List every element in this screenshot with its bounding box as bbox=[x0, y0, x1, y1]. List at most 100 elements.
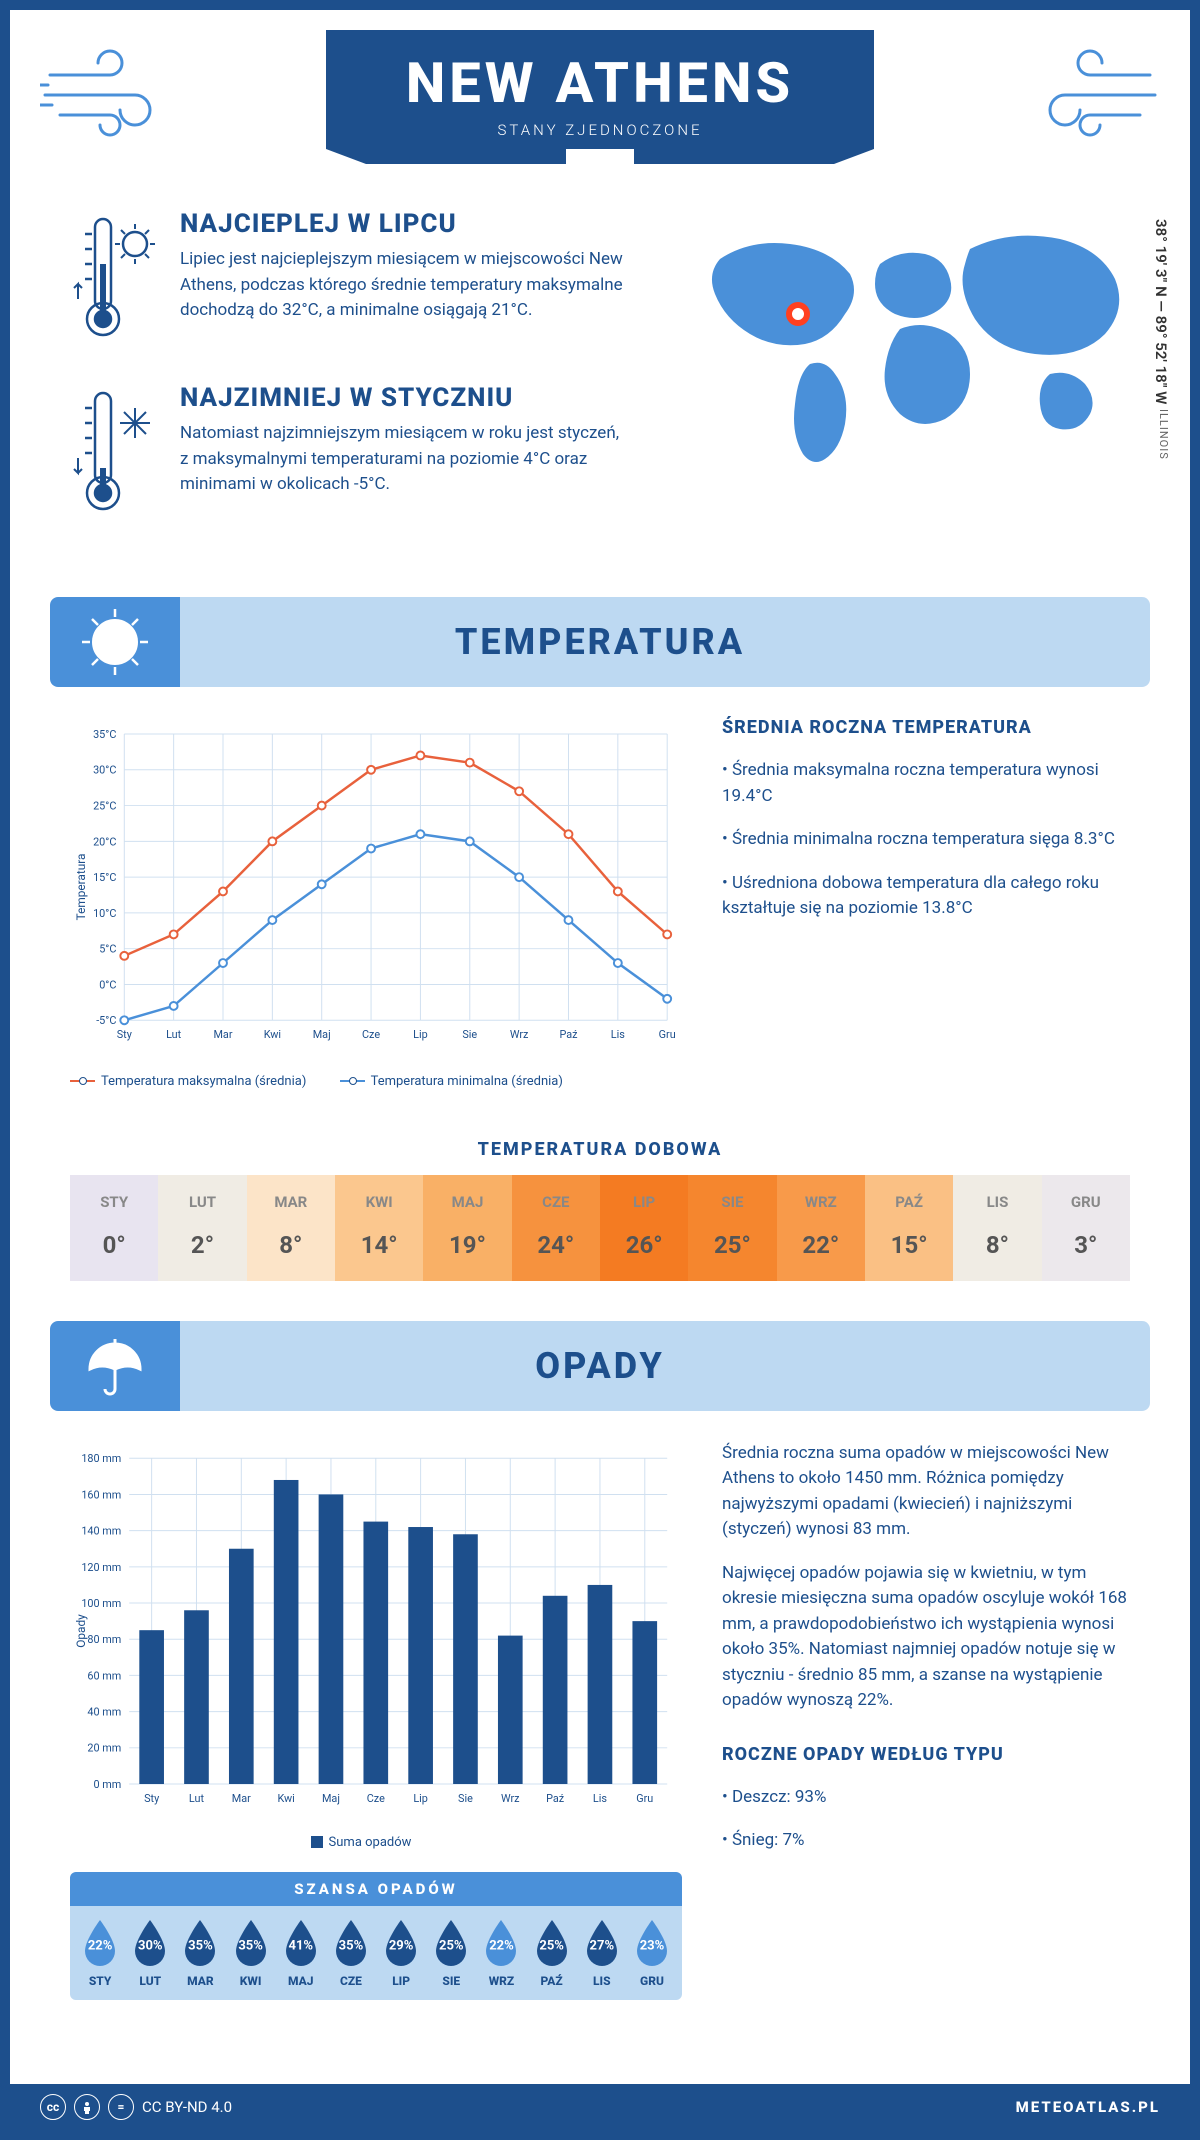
legend-label: Temperatura minimalna (średnia) bbox=[371, 1074, 563, 1089]
daily-month: MAJ bbox=[423, 1185, 511, 1219]
svg-text:Lut: Lut bbox=[189, 1791, 205, 1804]
svg-text:Sie: Sie bbox=[458, 1791, 473, 1804]
svg-text:-5°C: -5°C bbox=[96, 1014, 116, 1027]
chance-cell: 27% LIS bbox=[577, 1918, 627, 1988]
svg-text:15°C: 15°C bbox=[93, 871, 116, 884]
svg-text:Mar: Mar bbox=[213, 1028, 232, 1041]
side-point: • Średnia minimalna roczna temperatura s… bbox=[722, 827, 1130, 853]
daily-temp-table: STY0°LUT2°MAR8°KWI14°MAJ19°CZE24°LIP26°S… bbox=[70, 1175, 1130, 1281]
svg-text:Lis: Lis bbox=[593, 1791, 607, 1804]
chance-cell: 23% GRU bbox=[627, 1918, 677, 1988]
world-map: 38° 19' 3" N — 89° 52' 18" W ILLINOIS bbox=[670, 209, 1130, 557]
header: NEW ATHENS STANY ZJEDNOCZONE bbox=[10, 10, 1190, 199]
chance-row: 22%STY30%LUT35%MAR35%KWI41%MAJ35%CZE29%L… bbox=[70, 1906, 682, 2000]
side-paragraph: Średnia roczna suma opadów w miejscowośc… bbox=[722, 1441, 1130, 1543]
daily-cell: CZE24° bbox=[512, 1175, 600, 1281]
daily-temp-title: TEMPERATURA DOBOWA bbox=[10, 1139, 1190, 1160]
daily-cell: PAŹ15° bbox=[865, 1175, 953, 1281]
chance-value: 35% bbox=[339, 1938, 364, 1953]
chance-value: 25% bbox=[539, 1938, 564, 1953]
side-title: ŚREDNIA ROCZNA TEMPERATURA bbox=[722, 717, 1130, 738]
svg-text:25°C: 25°C bbox=[93, 800, 116, 813]
side-point: • Uśredniona dobowa temperatura dla całe… bbox=[722, 871, 1130, 922]
city-name: NEW ATHENS bbox=[406, 50, 794, 116]
svg-text:5°C: 5°C bbox=[99, 943, 116, 956]
drop-icon: 35% bbox=[179, 1918, 221, 1968]
svg-text:80 mm: 80 mm bbox=[87, 1633, 121, 1646]
thermometer-snow-icon bbox=[70, 383, 160, 527]
chance-cell: 35%KWI bbox=[226, 1918, 276, 1988]
chance-month: MAJ bbox=[276, 1974, 326, 1988]
daily-value: 14° bbox=[335, 1219, 423, 1271]
daily-cell: STY0° bbox=[70, 1175, 158, 1281]
legend-label: Suma opadów bbox=[329, 1835, 412, 1850]
drop-icon: 27% bbox=[581, 1918, 623, 1968]
svg-text:Sie: Sie bbox=[462, 1028, 477, 1041]
daily-value: 22° bbox=[777, 1219, 865, 1271]
chance-cell: 22%WRZ bbox=[476, 1918, 526, 1988]
chance-month: STY bbox=[75, 1974, 125, 1988]
daily-month: LUT bbox=[158, 1185, 246, 1219]
svg-text:40 mm: 40 mm bbox=[87, 1705, 121, 1718]
chance-value: 23% bbox=[640, 1938, 665, 1953]
hottest-fact: NAJCIEPLEJ W LIPCU Lipiec jest najcieple… bbox=[70, 209, 630, 353]
svg-text:Opady: Opady bbox=[74, 1613, 88, 1647]
chance-cell: 35%CZE bbox=[326, 1918, 376, 1988]
chance-month: MAR bbox=[175, 1974, 225, 1988]
chance-month: LIS bbox=[577, 1974, 627, 1988]
svg-text:120 mm: 120 mm bbox=[81, 1560, 121, 1573]
daily-value: 26° bbox=[600, 1219, 688, 1271]
daily-cell: LIP26° bbox=[600, 1175, 688, 1281]
thermometer-sun-icon bbox=[70, 209, 160, 353]
fact-title: NAJZIMNIEJ W STYCZNIU bbox=[180, 383, 630, 413]
drop-icon: 22% bbox=[79, 1918, 121, 1968]
country-name: STANY ZJEDNOCZONE bbox=[406, 121, 794, 139]
daily-month: LIS bbox=[953, 1185, 1041, 1219]
type-point: • Śnieg: 7% bbox=[722, 1828, 1130, 1854]
svg-text:Kwi: Kwi bbox=[278, 1791, 295, 1804]
coordinates: 38° 19' 3" N — 89° 52' 18" W bbox=[1152, 219, 1170, 404]
daily-month: MAR bbox=[247, 1185, 335, 1219]
chance-value: 29% bbox=[389, 1938, 414, 1953]
wind-icon bbox=[40, 40, 180, 140]
drop-icon: 41% bbox=[280, 1918, 322, 1968]
svg-text:Maj: Maj bbox=[313, 1028, 331, 1041]
chance-value: 35% bbox=[188, 1938, 213, 1953]
chance-value: 22% bbox=[489, 1938, 514, 1953]
daily-value: 15° bbox=[865, 1219, 953, 1271]
fact-title: NAJCIEPLEJ W LIPCU bbox=[180, 209, 630, 239]
svg-text:160 mm: 160 mm bbox=[81, 1488, 121, 1501]
daily-cell: LIS8° bbox=[953, 1175, 1041, 1281]
svg-text:20 mm: 20 mm bbox=[87, 1741, 121, 1754]
chance-month: GRU bbox=[627, 1974, 677, 1988]
precipitation-chart: 0 mm20 mm40 mm60 mm80 mm100 mm120 mm140 … bbox=[70, 1441, 682, 2001]
legend-label: Temperatura maksymalna (średnia) bbox=[101, 1074, 306, 1089]
chance-value: 41% bbox=[289, 1938, 314, 1953]
daily-month: SIE bbox=[688, 1185, 776, 1219]
daily-cell: LUT2° bbox=[158, 1175, 246, 1281]
chart-legend: Suma opadów bbox=[70, 1835, 682, 1853]
drop-icon: 29% bbox=[380, 1918, 422, 1968]
chance-cell: 25%PAŹ bbox=[527, 1918, 577, 1988]
daily-value: 2° bbox=[158, 1219, 246, 1271]
svg-text:Mar: Mar bbox=[232, 1791, 251, 1804]
by-icon bbox=[74, 2094, 100, 2120]
title-banner: NEW ATHENS STANY ZJEDNOCZONE bbox=[326, 30, 874, 149]
daily-month: STY bbox=[70, 1185, 158, 1219]
daily-month: GRU bbox=[1042, 1185, 1130, 1219]
precipitation-summary: Średnia roczna suma opadów w miejscowośc… bbox=[722, 1441, 1130, 2001]
svg-text:Sty: Sty bbox=[117, 1028, 132, 1041]
temperature-header: TEMPERATURA bbox=[50, 597, 1150, 687]
wind-icon bbox=[1020, 40, 1160, 140]
svg-text:Gru: Gru bbox=[636, 1791, 653, 1804]
sun-icon bbox=[80, 607, 150, 677]
svg-text:Lip: Lip bbox=[413, 1028, 428, 1041]
daily-value: 19° bbox=[423, 1219, 511, 1271]
state-label: ILLINOIS bbox=[1157, 409, 1170, 460]
daily-value: 8° bbox=[953, 1219, 1041, 1271]
drop-icon: 23% bbox=[631, 1918, 673, 1968]
daily-month: WRZ bbox=[777, 1185, 865, 1219]
daily-month: KWI bbox=[335, 1185, 423, 1219]
svg-text:35°C: 35°C bbox=[93, 728, 116, 741]
chance-value: 25% bbox=[439, 1938, 464, 1953]
